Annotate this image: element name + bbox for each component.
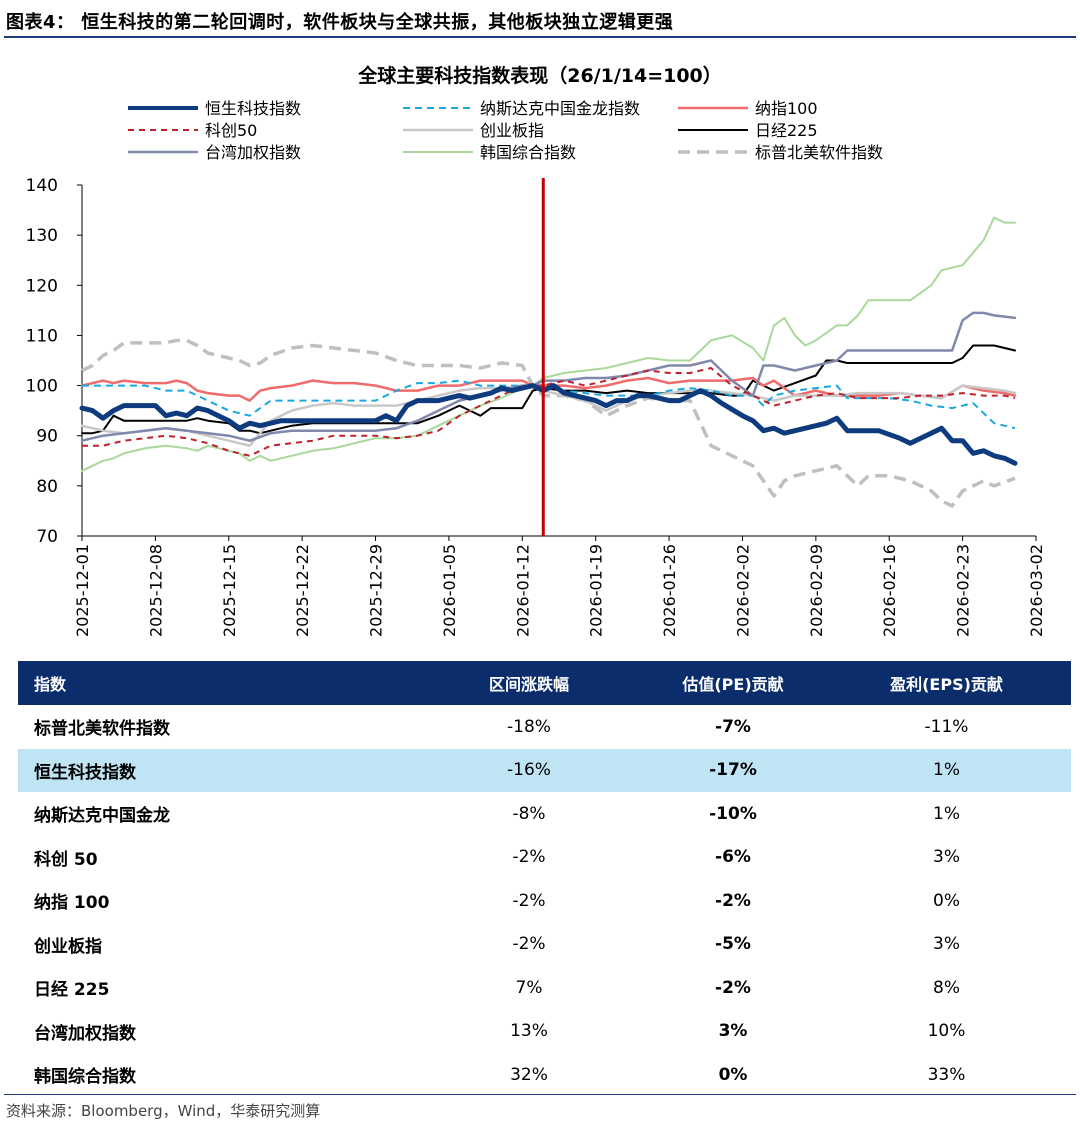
table-row: 创业板指 -2% -5% 3%: [18, 923, 1071, 967]
legend-label: 创业板指: [480, 121, 544, 140]
series-line: [81, 216, 1016, 472]
table-cell: -18%: [507, 716, 551, 737]
table-cell: 32%: [510, 1064, 548, 1085]
chart-title: 全球主要科技指数表现（26/1/14=100）: [357, 64, 722, 87]
table-cell: -16%: [507, 760, 551, 781]
figure-title: 图表4： 恒生科技的第二轮回调时，软件板块与全球共振，其他板块独立逻辑更强: [6, 12, 674, 33]
x-tick-label: 2026-01-26: [660, 544, 679, 637]
x-tick-label: 2026-02-09: [807, 544, 826, 637]
table-header-cell: 指数: [34, 675, 67, 694]
plot-area: [79, 178, 1018, 536]
table-cell: -2%: [512, 890, 546, 911]
table-header-cell: 估值(PE)贡献: [682, 675, 784, 694]
table-cell: 台湾加权指数: [34, 1023, 136, 1044]
table-cell: 3%: [933, 934, 960, 955]
table-row: 台湾加权指数 13% 3% 10%: [18, 1010, 1071, 1054]
y-tick-label: 70: [36, 527, 58, 547]
axes: 70 80 90 100 110 120 130 140 2025-12-01 2025-12-0…: [26, 176, 1046, 637]
table-cell: 3%: [933, 847, 960, 868]
table-cell: 8%: [933, 977, 960, 998]
legend-label: 纳斯达克中国金龙指数: [480, 99, 640, 118]
table-cell: 10%: [927, 1021, 966, 1042]
source-note: 资料来源：Bloomberg，Wind，华泰研究测算: [6, 1102, 321, 1120]
table-row: 恒生科技指数 -16% -17% 1%: [18, 748, 1071, 792]
table-cell: -2%: [715, 890, 751, 911]
legend-label: 台湾加权指数: [205, 143, 301, 162]
line-chart: 全球主要科技指数表现（26/1/14=100） 恒生科技指数 纳斯达克中国金龙指数…: [26, 64, 1046, 637]
y-tick-label: 100: [26, 377, 58, 397]
table-cell: 13%: [510, 1021, 548, 1042]
table-cell: 0%: [933, 890, 960, 911]
table-row: 日经 225 7% -2% 8%: [18, 966, 1071, 1010]
table-cell: -7%: [715, 716, 751, 737]
legend-label: 科创50: [205, 121, 257, 140]
series-line: [82, 367, 1016, 457]
x-tick-label: 2026-03-02: [1027, 544, 1046, 637]
table-cell: 日经 225: [34, 980, 110, 1001]
table-cell: 3%: [718, 1021, 748, 1042]
table-cell: 0%: [718, 1064, 748, 1085]
x-tick-label: 2026-02-16: [880, 544, 899, 637]
table-header-row: 指数 区间涨跌幅 估值(PE)贡献 盈利(EPS)贡献: [18, 661, 1071, 705]
y-tick-label: 90: [36, 427, 58, 447]
table-cell: 1%: [933, 760, 960, 781]
title-rule: [4, 36, 1076, 38]
table-cell: 创业板指: [34, 936, 102, 957]
table-header-cell: 区间涨跌幅: [488, 675, 569, 694]
series-line: [80, 311, 1017, 442]
legend: 恒生科技指数 纳斯达克中国金龙指数 纳指100 科创50 创业板指 日经225 台湾加权指数…: [128, 99, 883, 162]
table-row: 纳斯达克中国金龙 -8% -10% 1%: [18, 792, 1071, 836]
series-line: [79, 383, 1018, 466]
table-cell: 纳指 100: [34, 893, 110, 914]
x-tick-label: 2026-02-02: [733, 544, 752, 637]
table-header-cell: 盈利(EPS)贡献: [890, 675, 1003, 694]
table-cell: -5%: [715, 934, 751, 955]
x-tick-label: 2025-12-01: [73, 544, 92, 637]
decomposition-table: 指数 区间涨跌幅 估值(PE)贡献 盈利(EPS)贡献 标普北美软件指数 -18%…: [18, 661, 1071, 1097]
table-cell: 纳斯达克中国金龙: [34, 806, 170, 827]
x-tick-label: 2025-12-15: [220, 544, 239, 637]
x-tick-label: 2025-12-22: [293, 544, 312, 637]
table-cell: 标普北美软件指数: [34, 719, 170, 740]
x-tick-label: 2025-12-29: [367, 544, 386, 637]
table-cell: 科创 50: [34, 849, 98, 870]
y-tick-label: 130: [26, 226, 58, 246]
table-cell: -2%: [715, 977, 751, 998]
legend-label: 标普北美软件指数: [755, 143, 883, 162]
table-cell: 33%: [927, 1064, 966, 1085]
table-cell: -2%: [512, 847, 546, 868]
table-cell: 恒生科技指数: [34, 762, 136, 783]
legend-label: 韩国综合指数: [480, 143, 576, 162]
x-tick-label: 2026-02-23: [954, 544, 973, 637]
table-row: 科创 50 -2% -6% 3%: [18, 836, 1071, 880]
table-cell: 7%: [515, 977, 543, 998]
table-cell: 1%: [933, 803, 960, 824]
table-row: 标普北美软件指数 -18% -7% -11%: [18, 705, 1071, 749]
x-tick-label: 2025-12-08: [146, 544, 165, 637]
x-tick-label: 2026-01-12: [513, 544, 532, 637]
x-tick-label: 2026-01-19: [587, 544, 606, 637]
table-row: 韩国综合指数 32% 0% 33%: [18, 1053, 1071, 1097]
bottom-rule: [4, 1094, 1076, 1095]
table-cell: -2%: [512, 934, 546, 955]
y-tick-label: 140: [26, 176, 58, 196]
table-cell: -6%: [715, 847, 751, 868]
legend-label: 纳指100: [755, 99, 818, 118]
legend-label: 恒生科技指数: [205, 99, 301, 118]
table-cell: -17%: [709, 760, 757, 781]
table-cell: -8%: [512, 803, 546, 824]
x-tick-label: 2026-01-05: [440, 544, 459, 637]
table-cell: -11%: [924, 716, 969, 737]
legend-label: 日经225: [755, 121, 818, 140]
table-cell: -10%: [709, 803, 757, 824]
y-tick-label: 120: [26, 276, 58, 296]
y-tick-label: 110: [26, 326, 58, 346]
y-tick-label: 80: [36, 477, 58, 497]
table-row: 纳指 100 -2% -2% 0%: [18, 879, 1071, 923]
table-cell: 韩国综合指数: [34, 1067, 136, 1088]
